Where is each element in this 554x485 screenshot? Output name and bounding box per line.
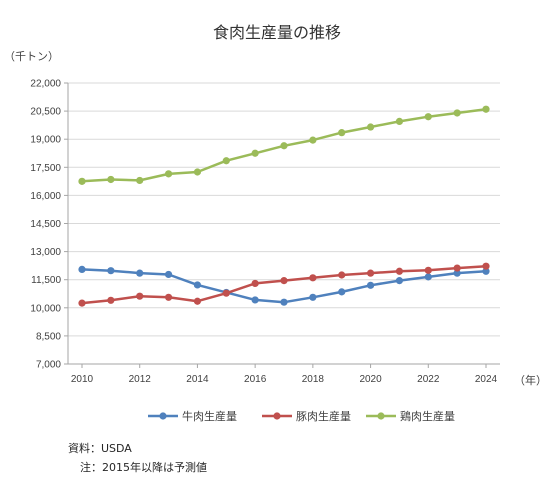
data-point (164, 270, 173, 279)
legend-label: 豚肉生産量 (296, 409, 351, 423)
data-point (222, 289, 230, 297)
data-point (338, 129, 346, 137)
data-point (424, 273, 432, 281)
legend-label: 牛肉生産量 (182, 409, 237, 423)
data-point (222, 157, 230, 165)
data-point (164, 293, 173, 301)
data-point (136, 176, 144, 185)
chart-title: 食肉生産量の推移 (213, 23, 341, 42)
y-tick-label: 20,500 (30, 107, 61, 118)
source-note: 資料：USDA (68, 442, 132, 455)
x-axis-unit: （年） (514, 373, 547, 387)
data-point (424, 266, 432, 274)
data-point (78, 265, 86, 273)
legend-swatch-marker (377, 412, 385, 420)
y-tick-labels: 7,000 8,500 10,000 11,500 13,000 14,500 16,000… (30, 79, 61, 371)
data-point (309, 293, 317, 301)
y-axis-unit: （千トン） (4, 50, 59, 63)
data-point (453, 109, 461, 117)
forecast-note: 注：2015年以降は予測値 (80, 461, 207, 474)
data-point (193, 281, 202, 289)
y-tick-label: 7,000 (36, 360, 61, 371)
x-tick-label: 2016 (244, 374, 267, 385)
y-tick-label: 8,500 (36, 331, 61, 342)
data-point (482, 267, 490, 275)
legend-label: 鶏肉生産量 (400, 409, 455, 423)
data-point (280, 298, 288, 306)
y-tick-label: 16,000 (30, 191, 61, 202)
data-point (424, 113, 432, 121)
y-tick-label: 11,500 (31, 275, 61, 286)
data-point (107, 296, 115, 304)
legend: 牛肉生産量 豚肉生産量 鶏肉生産量 (148, 409, 455, 423)
data-point (366, 281, 375, 289)
data-point (251, 279, 259, 288)
data-point (366, 123, 375, 131)
y-tick-label: 14,500 (30, 219, 61, 230)
data-point (280, 277, 288, 285)
legend-swatch-marker (159, 412, 167, 420)
data-point (107, 175, 115, 184)
series-鶏肉生産量 (78, 105, 490, 185)
data-point (309, 136, 317, 144)
x-tick-label: 2018 (302, 374, 325, 385)
data-point (193, 168, 202, 176)
x-tick-labels: 2010 2012 2014 2016 2018 2020 2022 2024 (71, 374, 498, 385)
x-tick-label: 2012 (129, 374, 152, 385)
axes (64, 82, 500, 368)
x-tick-label: 2020 (359, 374, 382, 385)
x-tick-label: 2022 (417, 374, 440, 385)
data-point (136, 269, 144, 277)
y-tick-label: 17,500 (30, 163, 61, 174)
y-tick-label: 10,000 (30, 303, 61, 314)
data-point (309, 274, 317, 282)
data-point (338, 271, 346, 279)
data-point (366, 269, 375, 277)
x-tick-label: 2010 (71, 374, 94, 385)
data-point (395, 277, 404, 285)
data-point (482, 262, 490, 270)
legend-swatch-marker (273, 412, 281, 420)
data-point (164, 170, 173, 178)
x-tick-label: 2024 (475, 374, 498, 385)
data-point (251, 296, 259, 304)
data-point (482, 105, 490, 113)
data-point (453, 264, 461, 272)
grid-lines (68, 82, 500, 337)
data-point (395, 267, 404, 275)
x-tick-label: 2014 (186, 374, 209, 385)
data-point (78, 299, 86, 307)
data-point (395, 117, 404, 126)
y-tick-label: 13,000 (30, 247, 61, 258)
data-point (78, 177, 86, 185)
data-point (251, 149, 259, 157)
data-point (338, 288, 346, 296)
series-豚肉生産量 (78, 262, 490, 307)
data-point (193, 297, 202, 305)
y-tick-label: 22,000 (30, 79, 61, 90)
data-point (453, 269, 461, 277)
data-point (107, 267, 115, 275)
data-point (280, 142, 288, 150)
y-tick-label: 19,000 (30, 135, 61, 146)
data-point (136, 292, 144, 300)
series-lines (78, 105, 490, 307)
